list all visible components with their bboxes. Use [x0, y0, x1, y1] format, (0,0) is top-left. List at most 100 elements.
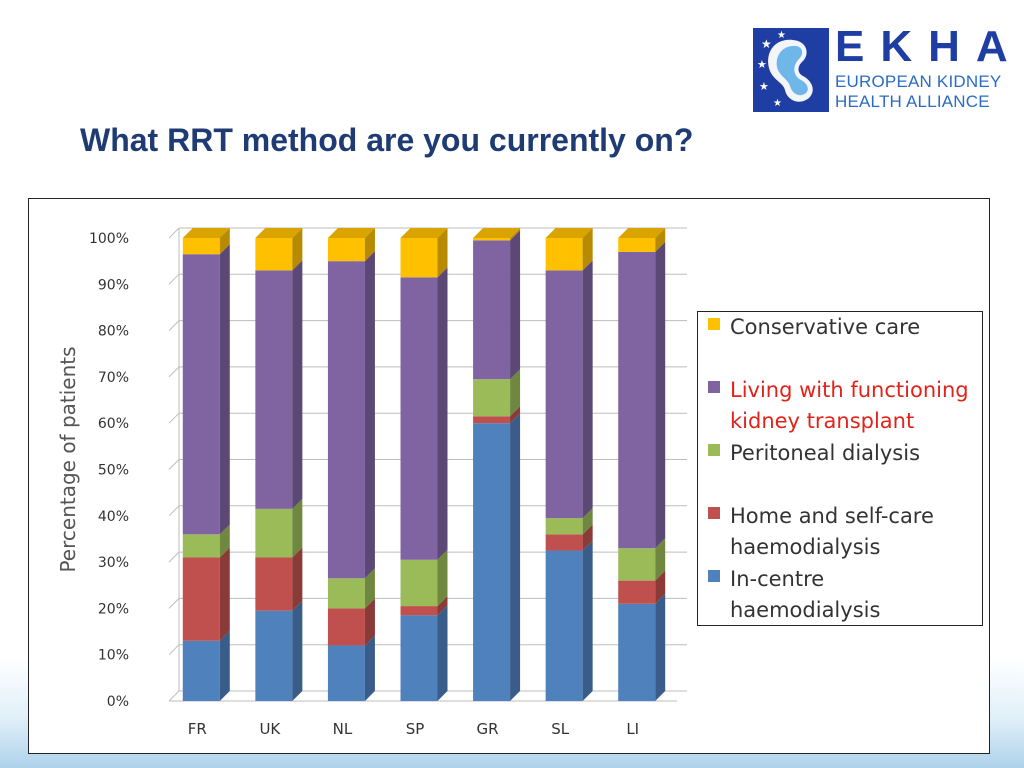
x-tick-label-gr: GR — [477, 720, 499, 738]
bar-segment-in-centre-haemodialysis-sl — [545, 550, 583, 701]
bar-segment-home-and-self-care-haemodialysis-gr — [473, 416, 511, 424]
bar-side-in-centre-haemodialysis-gr — [510, 413, 521, 701]
legend-label-transplant-line1: Living with functioning — [730, 378, 969, 402]
bar-side-home-and-self-care-haemodialysis-li — [655, 570, 666, 604]
kidney-logo-icon: ★ ★ ★ ★ ★ — [753, 28, 829, 112]
bar-side-living-with-functioning-kidney-transplant-li — [655, 241, 666, 549]
legend-label-transplant-line2: kidney transplant — [730, 409, 915, 433]
gridline-depth — [168, 320, 180, 331]
bar-side-conservative-care-uk — [292, 228, 303, 271]
svg-text:★: ★ — [761, 37, 772, 51]
y-tick-label: 100% — [89, 231, 129, 247]
legend-swatch-conservative-care — [708, 318, 720, 330]
y-tick-label: 20% — [98, 601, 129, 617]
logo-acronym: EKHA — [835, 22, 1024, 71]
logo-line-2: HEALTH ALLIANCE — [835, 92, 990, 111]
bar-segment-in-centre-haemodialysis-fr — [182, 640, 220, 701]
bar-side-living-with-functioning-kidney-transplant-sl — [582, 260, 593, 519]
legend-swatch-home-haemodialysis — [708, 507, 720, 519]
bar-side-peritoneal-dialysis-fr — [219, 524, 230, 558]
y-tick-label: 60% — [98, 416, 129, 432]
bar-segment-peritoneal-dialysis-sp — [400, 559, 438, 607]
bar-segment-conservative-care-uk — [255, 238, 293, 271]
gridline-depth — [168, 366, 180, 378]
bar-side-home-and-self-care-haemodialysis-sl — [582, 524, 593, 551]
x-tick-label-sl: SL — [551, 720, 570, 738]
bar-top-sp — [400, 228, 448, 238]
y-tick-label: 0% — [107, 694, 129, 710]
x-tick-label-li: LI — [626, 720, 639, 738]
bar-top-fr — [182, 228, 230, 238]
bar-side-conservative-care-fr — [219, 228, 230, 255]
svg-text:★: ★ — [773, 98, 782, 109]
y-tick-label: 70% — [98, 370, 129, 386]
legend-label-conservative-care: Conservative care — [730, 315, 921, 339]
logo-line-1: EUROPEAN KIDNEY — [835, 72, 1002, 91]
bar-segment-home-and-self-care-haemodialysis-uk — [255, 557, 293, 611]
bar-segment-peritoneal-dialysis-gr — [473, 379, 511, 417]
stacked-bar-chart: 0% 10% 20% 30% 40% 50% 60% 70% 80% 90% 100% Percent… — [56, 227, 687, 738]
bar-segment-living-with-functioning-kidney-transplant-li — [618, 251, 656, 549]
bar-top-li — [618, 228, 666, 238]
bar-top-uk — [255, 228, 303, 238]
bar-side-living-with-functioning-kidney-transplant-gr — [510, 230, 521, 380]
bar-side-peritoneal-dialysis-uk — [292, 498, 303, 558]
y-tick-label: 40% — [98, 509, 129, 525]
bar-side-peritoneal-dialysis-nl — [364, 568, 375, 609]
gridline-depth — [168, 598, 180, 609]
gridline-depth — [168, 459, 180, 470]
x-tick-label-uk: UK — [259, 720, 281, 738]
bar-side-peritoneal-dialysis-sl — [582, 508, 593, 535]
y-axis-title: Percentage of patients — [56, 346, 80, 572]
legend-swatch-transplant — [708, 381, 720, 393]
bar-top-nl — [327, 228, 375, 238]
bar-segment-living-with-functioning-kidney-transplant-nl — [327, 261, 365, 579]
bar-side-conservative-care-sp — [437, 228, 448, 278]
bar-segment-conservative-care-gr — [473, 238, 511, 241]
bar-segment-living-with-functioning-kidney-transplant-gr — [473, 240, 511, 380]
gridline-depth — [168, 412, 180, 424]
bar-segment-home-and-self-care-haemodialysis-sl — [545, 534, 583, 551]
gridline-depth — [168, 644, 180, 656]
chart-frame: 0% 10% 20% 30% 40% 50% 60% 70% 80% 90% 100% Percent… — [28, 198, 990, 754]
x-tick-label-nl: NL — [333, 720, 353, 738]
bar-side-home-and-self-care-haemodialysis-nl — [364, 598, 375, 646]
x-tick-label-sp: SP — [406, 720, 425, 738]
bar-side-conservative-care-nl — [364, 228, 375, 262]
bar-segment-peritoneal-dialysis-sl — [545, 518, 583, 535]
bar-side-in-centre-haemodialysis-li — [655, 593, 666, 701]
gridline-depth — [168, 227, 180, 239]
y-tick-label: 50% — [98, 463, 129, 479]
legend-label-home-haemodialysis-line2: haemodialysis — [730, 535, 881, 559]
gridline-depth — [168, 505, 180, 517]
gridline-depth — [168, 690, 180, 702]
bar-side-home-and-self-care-haemodialysis-sp — [437, 596, 448, 616]
gridline-depth — [168, 273, 180, 285]
bar-segment-peritoneal-dialysis-uk — [255, 508, 293, 558]
bar-segment-home-and-self-care-haemodialysis-nl — [327, 608, 365, 646]
svg-text:★: ★ — [759, 80, 769, 93]
bar-segment-in-centre-haemodialysis-li — [618, 603, 656, 701]
bar-segment-in-centre-haemodialysis-nl — [327, 645, 365, 701]
bar-segment-peritoneal-dialysis-fr — [182, 534, 220, 558]
legend-label-in-centre-haemodialysis: In-centre haemodialysis — [730, 567, 881, 622]
bar-side-home-and-self-care-haemodialysis-fr — [219, 547, 230, 641]
bar-side-peritoneal-dialysis-li — [655, 538, 666, 581]
slide-title: What RRT method are you currently on? — [80, 122, 694, 158]
bar-side-conservative-care-gr — [510, 228, 521, 241]
bar-segment-peritoneal-dialysis-nl — [327, 578, 365, 609]
bar-segment-conservative-care-li — [618, 238, 656, 252]
y-tick-label: 10% — [98, 648, 129, 664]
bar-side-in-centre-haemodialysis-sp — [437, 605, 448, 701]
bar-segment-living-with-functioning-kidney-transplant-sp — [400, 277, 438, 560]
legend-swatch-peritoneal-dialysis — [708, 444, 720, 456]
bar-segment-conservative-care-sl — [545, 238, 583, 271]
legend-swatch-in-centre-haemodialysis — [708, 570, 720, 582]
bar-segment-conservative-care-fr — [182, 238, 220, 255]
bar-side-in-centre-haemodialysis-sl — [582, 540, 593, 701]
legend-label-peritoneal-dialysis: Peritoneal dialysis — [730, 441, 921, 465]
bar-side-conservative-care-sl — [582, 228, 593, 271]
bar-segment-living-with-functioning-kidney-transplant-uk — [255, 270, 293, 509]
bar-side-living-with-functioning-kidney-transplant-fr — [219, 244, 230, 535]
bar-segment-living-with-functioning-kidney-transplant-fr — [182, 254, 220, 535]
